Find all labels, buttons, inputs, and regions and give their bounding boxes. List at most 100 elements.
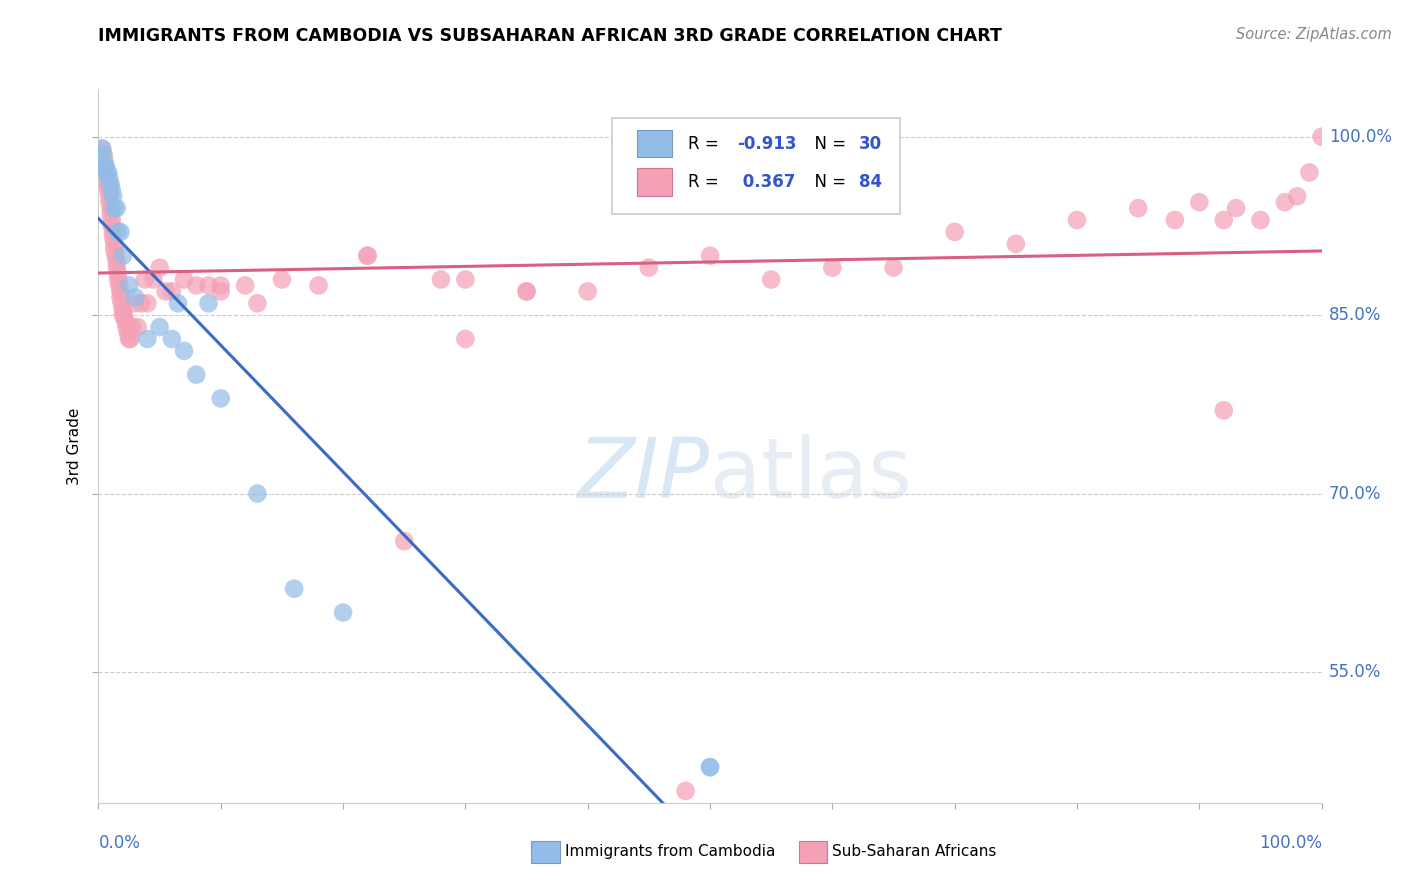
Point [96,171,118,186]
Text: N =: N = [804,135,852,153]
Text: Sub-Saharan Africans: Sub-Saharan Africans [832,845,997,859]
Point [100,178,122,192]
Text: 0.367: 0.367 [737,173,796,191]
Point [111,308,134,322]
Point [103,243,125,257]
Point [91,142,114,156]
Point [209,278,232,293]
Point [105,260,128,275]
Text: Immigrants from Cambodia: Immigrants from Cambodia [565,845,776,859]
Point [97,178,120,192]
Text: 55.0%: 55.0% [1329,663,1381,681]
Point [197,296,219,310]
Point [101,189,124,203]
Point [233,278,256,293]
Point [124,296,146,310]
Point [98,171,121,186]
Point [115,320,138,334]
Point [105,254,128,268]
Point [699,249,721,263]
Point [98,195,121,210]
Point [105,201,128,215]
Point [1164,213,1187,227]
Point [515,285,537,299]
Text: IMMIGRANTS FROM CAMBODIA VS SUBSAHARAN AFRICAN 3RD GRADE CORRELATION CHART: IMMIGRANTS FROM CAMBODIA VS SUBSAHARAN A… [98,27,1002,45]
Point [111,296,134,310]
Point [93,160,115,174]
Point [129,296,152,310]
Point [110,225,132,239]
Point [91,147,114,161]
Point [1004,236,1026,251]
Point [454,272,477,286]
Point [160,332,183,346]
FancyBboxPatch shape [612,118,900,214]
Point [136,332,159,346]
Text: 84: 84 [859,173,883,191]
Point [883,260,905,275]
Point [1212,403,1234,417]
Text: 100.0%: 100.0% [1329,128,1392,145]
Point [134,272,156,286]
Point [104,249,127,263]
Text: 70.0%: 70.0% [1329,484,1381,502]
Point [761,272,783,286]
Point [118,332,141,346]
Point [124,290,146,304]
Point [107,272,129,286]
FancyBboxPatch shape [637,169,672,196]
Text: 100.0%: 100.0% [1258,834,1322,852]
Point [101,213,124,227]
Point [576,285,599,299]
Point [103,236,125,251]
Point [96,178,118,192]
Point [1212,213,1234,227]
Text: ZIP: ZIP [578,434,710,515]
Point [283,582,305,596]
Text: R =: R = [688,135,724,153]
Point [173,343,195,358]
FancyBboxPatch shape [637,129,672,158]
Point [167,296,190,310]
Point [155,285,177,299]
Point [111,302,134,317]
Point [127,320,149,334]
Point [110,285,132,299]
Point [1225,201,1247,215]
Point [430,272,453,286]
Text: atlas: atlas [710,434,911,515]
Point [1310,129,1333,144]
Point [246,296,269,310]
Point [94,165,117,179]
Point [103,201,125,215]
Point [120,332,142,346]
Text: 85.0%: 85.0% [1329,306,1381,324]
Point [699,760,721,774]
Point [821,260,844,275]
Point [117,326,139,340]
Point [110,290,132,304]
Point [100,201,122,215]
Point [356,249,378,263]
Point [173,272,195,286]
Point [118,278,141,293]
Point [97,183,120,197]
Point [93,160,115,174]
Point [136,296,159,310]
Point [121,320,143,334]
Point [392,534,416,549]
Point [97,165,120,179]
Text: R =: R = [688,173,724,191]
Point [91,142,114,156]
Point [142,272,165,286]
Point [186,278,208,293]
Point [332,606,354,620]
Text: Source: ZipAtlas.com: Source: ZipAtlas.com [1236,27,1392,42]
Point [270,272,294,286]
Point [1298,165,1320,179]
Point [308,278,330,293]
Point [100,207,122,221]
Point [1249,213,1271,227]
Point [91,147,114,161]
Point [209,392,232,406]
